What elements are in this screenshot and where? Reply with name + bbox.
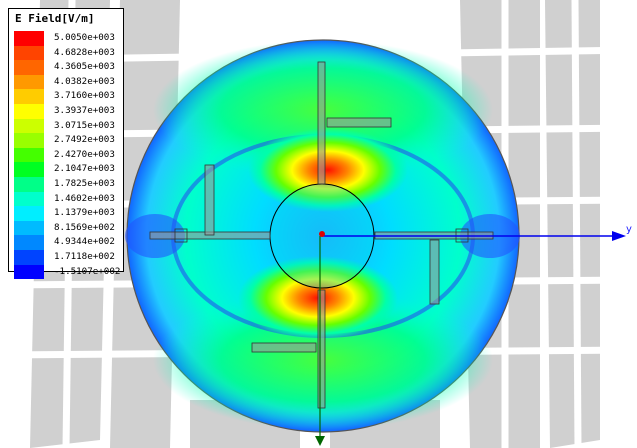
legend-value: 3.0715e+003 (54, 119, 115, 131)
legend-row: 1.1379e+003 (14, 206, 122, 221)
legend-swatch (14, 147, 44, 163)
legend-value: 5.0050e+003 (54, 32, 115, 43)
legend-value: -1.5107e+002 (54, 265, 121, 277)
legend-row: 4.6828e+003 (14, 45, 122, 61)
legend-value: 4.6828e+003 (54, 46, 115, 58)
legend-swatch (14, 176, 44, 192)
legend-swatch (14, 206, 44, 221)
legend-row: 4.0382e+003 (14, 74, 122, 90)
legend-row: -1.5107e+002 (14, 264, 122, 280)
legend-row: 8.1569e+002 (14, 220, 122, 236)
hot-lobe-top (248, 128, 408, 212)
legend-swatch (14, 103, 44, 119)
stub-structures (149, 61, 494, 409)
legend-swatch (14, 118, 44, 134)
legend-swatch (14, 89, 44, 104)
legend-value: 1.7118e+002 (54, 250, 115, 262)
legend-row: 3.7160e+003 (14, 89, 122, 104)
z-axis-arrow (315, 436, 325, 446)
legend-swatch (14, 74, 44, 90)
legend-row: 2.4270e+003 (14, 147, 122, 163)
origin-marker (319, 231, 325, 237)
legend-swatch (14, 31, 44, 46)
legend-value: 1.7825e+003 (54, 177, 115, 189)
legend-row: 5.0050e+003 (14, 31, 122, 46)
legend-value: 2.1047e+003 (54, 163, 115, 175)
legend-value: 1.4602e+003 (54, 192, 115, 204)
legend-value: 1.1379e+003 (54, 207, 115, 219)
legend-swatch (14, 60, 44, 75)
legend-swatch (14, 162, 44, 177)
legend-row: 3.3937e+003 (14, 103, 122, 119)
color-legend[interactable]: E Field[V/m] 5.0050e+003 4.6828e+003 4.360… (8, 8, 124, 280)
legend-row: 4.9344e+002 (14, 235, 122, 250)
legend-swatch (14, 249, 44, 265)
legend-row: 4.3605e+003 (14, 60, 122, 75)
legend-swatch (14, 133, 44, 148)
legend-swatch (14, 45, 44, 61)
legend-value: 8.1569e+002 (54, 221, 115, 233)
legend-value: 4.3605e+003 (54, 61, 115, 73)
legend-row: 1.7118e+002 (14, 249, 122, 265)
legend-row: 3.0715e+003 (14, 118, 122, 134)
legend-value: 3.7160e+003 (54, 90, 115, 102)
legend-value: 4.0382e+003 (54, 75, 115, 87)
legend-row: 2.7492e+003 (14, 133, 122, 148)
legend-value: 2.4270e+003 (54, 148, 115, 160)
legend-row: 1.7825e+003 (14, 176, 122, 192)
legend-rows: 5.0050e+003 4.6828e+003 4.3605e+003 4.0382e… (14, 31, 122, 280)
legend-value: 2.7492e+003 (54, 134, 115, 146)
y-axis-label: y (626, 224, 632, 235)
y-axis-arrow (612, 231, 626, 241)
legend-swatch (14, 191, 44, 207)
legend-swatch (14, 220, 44, 236)
legend-swatch (14, 235, 44, 250)
legend-title: E Field[V/m] (15, 12, 95, 25)
legend-row: 2.1047e+003 (14, 162, 122, 177)
legend-value: 3.3937e+003 (54, 104, 115, 116)
legend-swatch (14, 264, 44, 280)
legend-row: 1.4602e+003 (14, 191, 122, 207)
legend-value: 4.9344e+002 (54, 236, 115, 248)
